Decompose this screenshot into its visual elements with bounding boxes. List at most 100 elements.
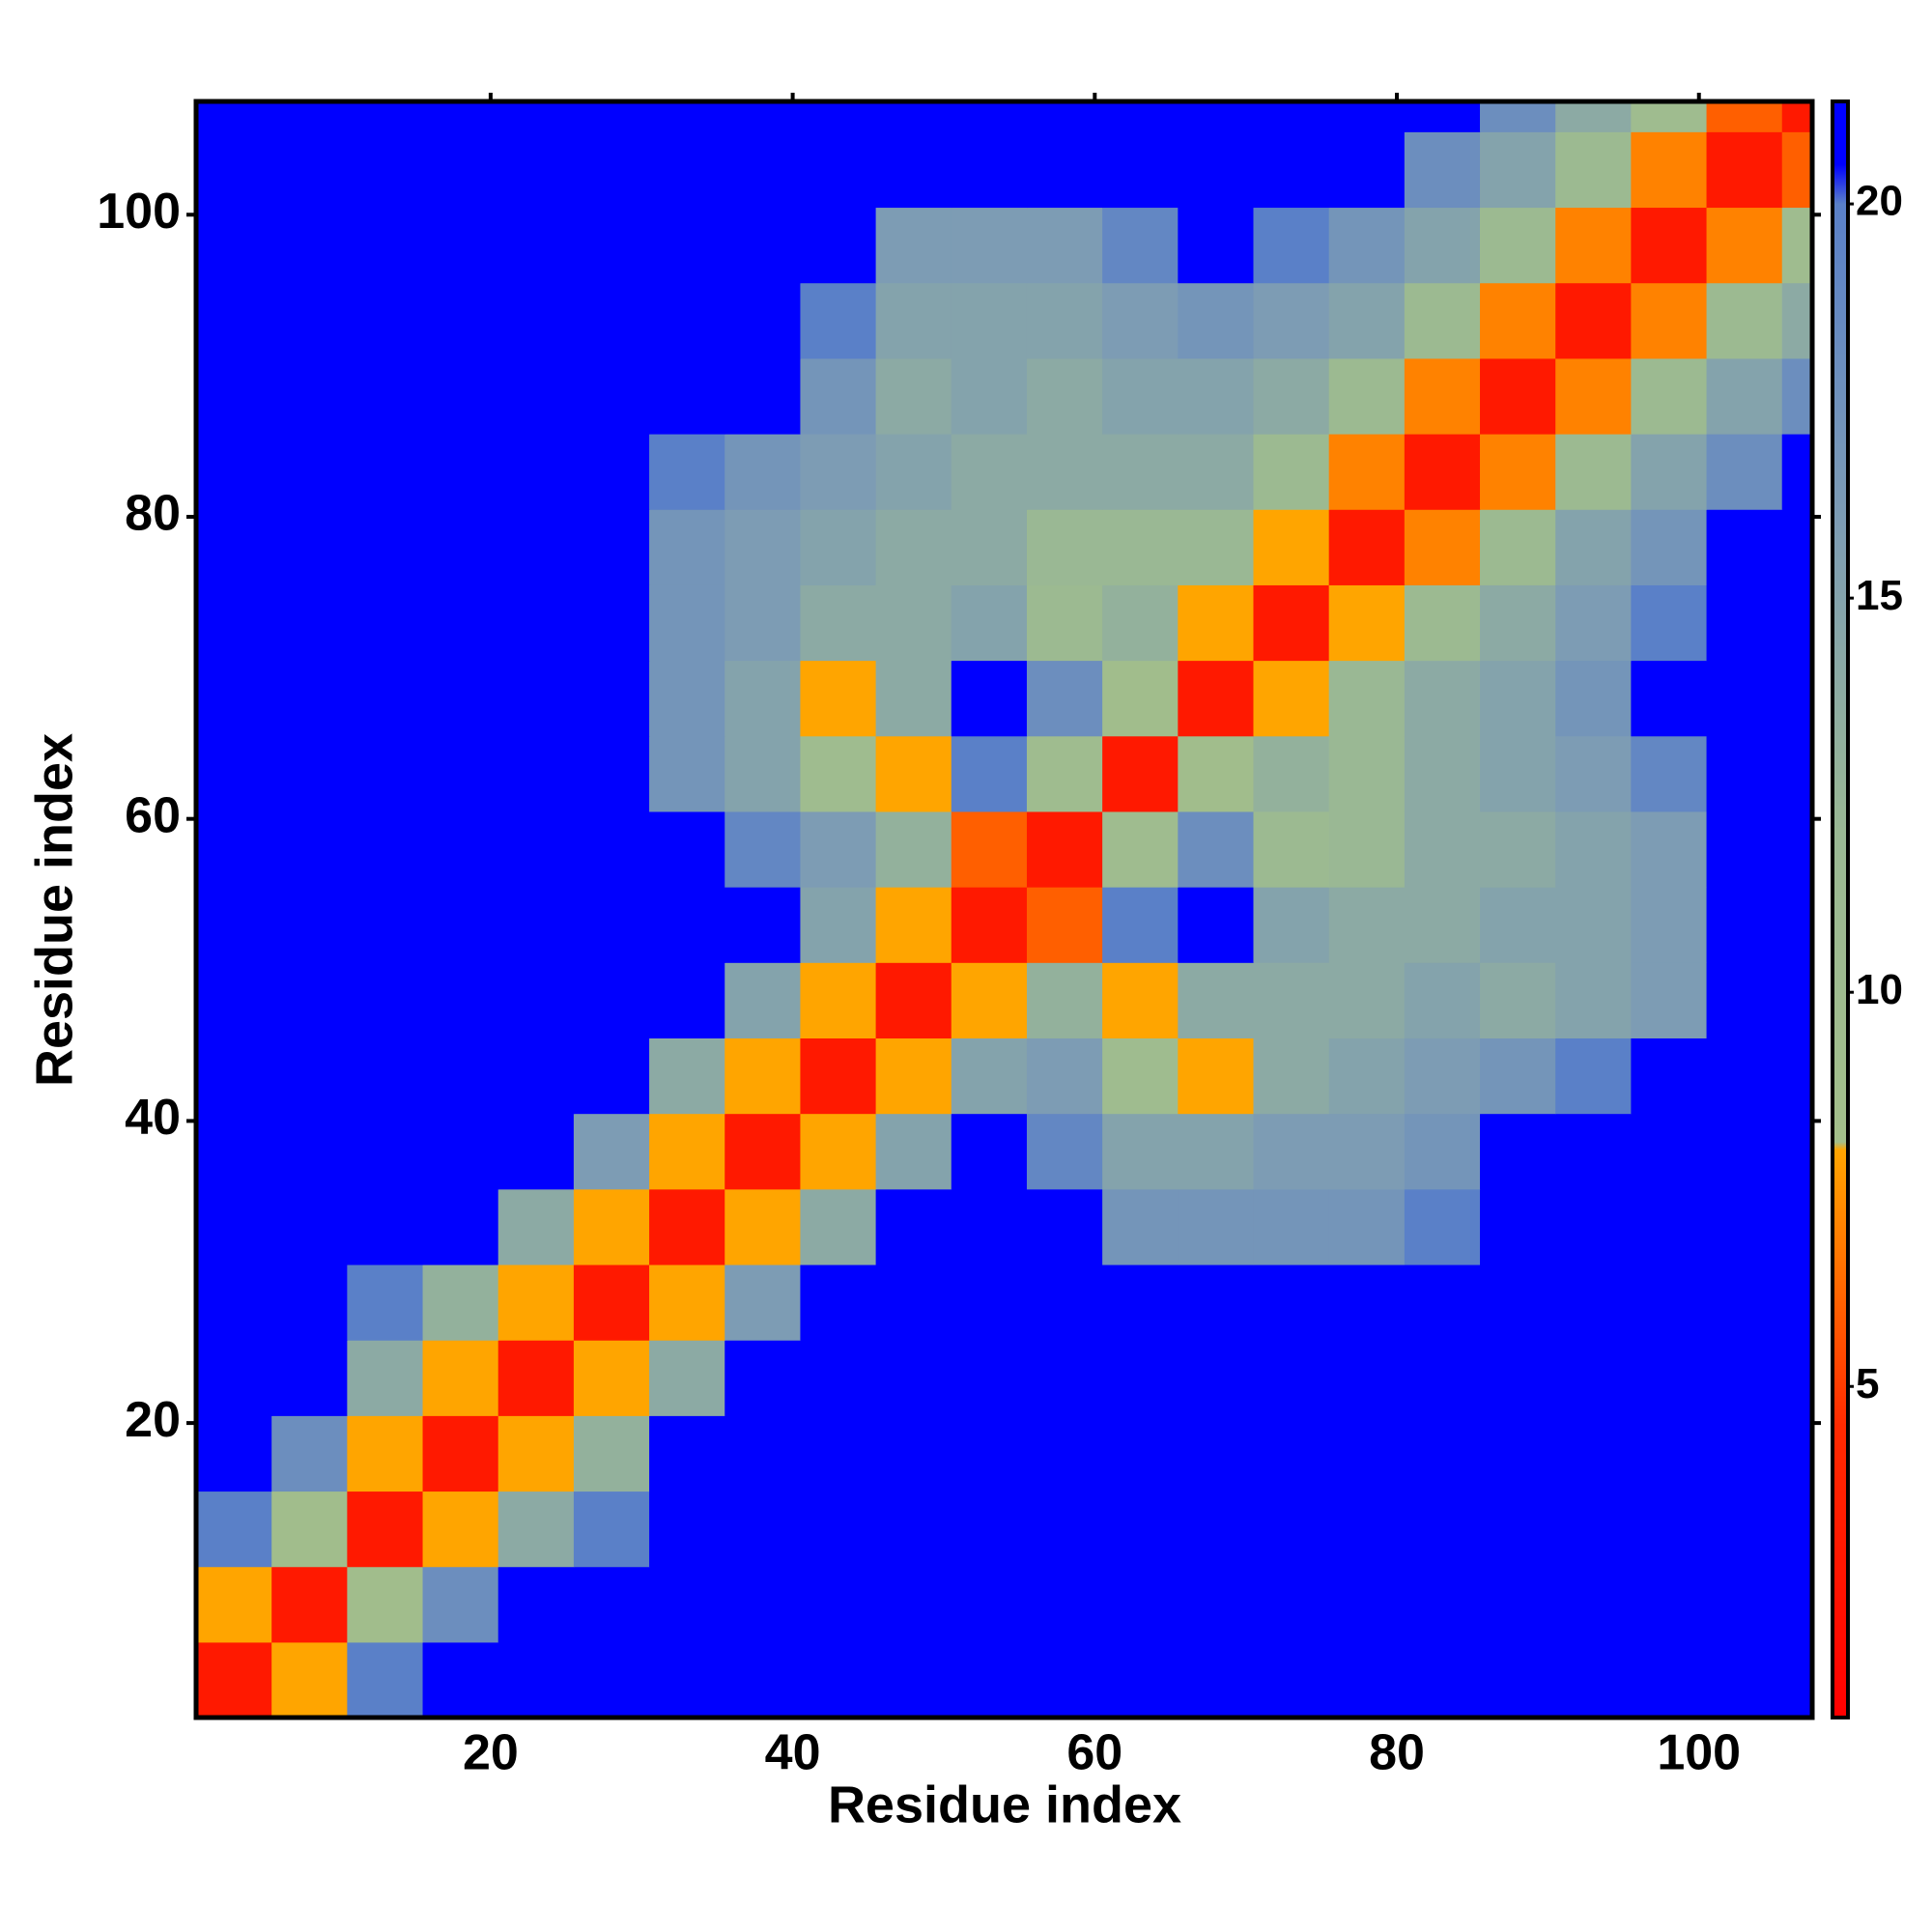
heatmap-cell (1178, 207, 1255, 284)
heatmap-cell (1404, 433, 1481, 510)
heatmap-cell (347, 207, 424, 284)
heatmap-cell (1026, 735, 1103, 812)
heatmap-cell (1253, 101, 1330, 132)
heatmap-cell (422, 1340, 499, 1416)
heatmap-cell (1706, 584, 1783, 662)
heatmap-cell (1555, 660, 1632, 737)
heatmap-cell (1706, 282, 1783, 359)
heatmap-cell (271, 1340, 348, 1416)
heatmap-cell (1178, 1037, 1255, 1115)
heatmap-cell (497, 887, 575, 963)
heatmap-cell (1555, 887, 1632, 963)
heatmap-cell (196, 207, 272, 284)
heatmap-cell (724, 1566, 802, 1643)
heatmap-cell (271, 1491, 348, 1568)
heatmap-cell (1631, 131, 1708, 209)
heatmap-cell (573, 433, 650, 510)
heatmap-cell (196, 509, 272, 585)
heatmap-cell (1480, 357, 1556, 435)
heatmap-cell (1026, 282, 1103, 359)
heatmap-cell (422, 357, 499, 435)
heatmap-cell (1178, 584, 1255, 662)
heatmap-cell (347, 357, 424, 435)
heatmap-cell (1781, 810, 1813, 888)
heatmap-cell (1178, 962, 1255, 1039)
heatmap-cell (1404, 660, 1481, 737)
heatmap-cell (497, 660, 575, 737)
heatmap-cell (1253, 1188, 1330, 1265)
heatmap-cell (497, 1113, 575, 1190)
heatmap-cell (1404, 1264, 1481, 1341)
heatmap-cell (951, 509, 1028, 585)
heatmap-cell (347, 660, 424, 737)
heatmap-cell (800, 584, 877, 662)
heatmap-cell (1480, 282, 1556, 359)
heatmap-cell (1178, 357, 1255, 435)
heatmap-cell (1178, 282, 1255, 359)
heatmap-cell (573, 810, 650, 888)
x-tick-label: 60 (1066, 1725, 1122, 1781)
heatmap-cell (875, 131, 952, 209)
heatmap-cell (422, 509, 499, 585)
heatmap-cell (1404, 101, 1481, 132)
heatmap-cell (1404, 962, 1481, 1039)
heatmap-cell (1631, 1491, 1708, 1568)
heatmap-cell (951, 1641, 1028, 1719)
heatmap-cell (1631, 101, 1708, 132)
heatmap-cell (1706, 1641, 1783, 1719)
heatmap-cell (875, 1641, 952, 1719)
heatmap-cell (1404, 887, 1481, 963)
heatmap-cell (1480, 1037, 1556, 1115)
heatmap-cell (875, 1415, 952, 1492)
heatmap-cell (422, 101, 499, 132)
heatmap-cell (1102, 962, 1179, 1039)
heatmap-cell (1781, 1340, 1813, 1416)
heatmap-cell (1102, 887, 1179, 963)
heatmap-cell (1404, 735, 1481, 812)
heatmap-cell (649, 810, 725, 888)
heatmap-cell (1480, 433, 1556, 510)
heatmap-cell (271, 207, 348, 284)
heatmap-cell (347, 1264, 424, 1341)
heatmap-cell (1404, 810, 1481, 888)
heatmap-cell (1706, 810, 1783, 888)
heatmap-cell (1631, 433, 1708, 510)
heatmap-cell (347, 1491, 424, 1568)
heatmap-cell (649, 1566, 725, 1643)
heatmap-cell (573, 660, 650, 737)
heatmap-cell (1706, 1037, 1783, 1115)
heatmap-cell (1026, 1113, 1103, 1190)
heatmap-cell (196, 735, 272, 812)
heatmap-cell (1026, 509, 1103, 585)
heatmap-cell (1102, 1188, 1179, 1265)
heatmap-cell (649, 1264, 725, 1341)
heatmap-cell (573, 1264, 650, 1341)
heatmap-cell (800, 735, 877, 812)
heatmap-cell (573, 1491, 650, 1568)
heatmap-cell (1555, 509, 1632, 585)
heatmap-cell (1328, 1340, 1406, 1416)
heatmap-cell (271, 509, 348, 585)
heatmap-cell (649, 584, 725, 662)
heatmap-cell (1781, 1641, 1813, 1719)
heatmap-cell (951, 1113, 1028, 1190)
heatmap-cell (196, 584, 272, 662)
heatmap-cell (1631, 1037, 1708, 1115)
heatmap-cell (1253, 660, 1330, 737)
heatmap-cell (1480, 131, 1556, 209)
heatmap-cell (1328, 735, 1406, 812)
heatmap-cell (1555, 131, 1632, 209)
heatmap-cell (1178, 1340, 1255, 1416)
heatmap-cell (1102, 1566, 1179, 1643)
heatmap-cell (800, 1491, 877, 1568)
heatmap-cell (1555, 1491, 1632, 1568)
heatmap-cell (1102, 101, 1179, 132)
heatmap-cell (573, 131, 650, 209)
heatmap-cell (1555, 433, 1632, 510)
heatmap-cell (1253, 1415, 1330, 1492)
heatmap-cell (875, 1491, 952, 1568)
heatmap-cell (347, 131, 424, 209)
heatmap-cell (724, 1113, 802, 1190)
heatmap-cell (497, 1566, 575, 1643)
heatmap-cell (1631, 1641, 1708, 1719)
